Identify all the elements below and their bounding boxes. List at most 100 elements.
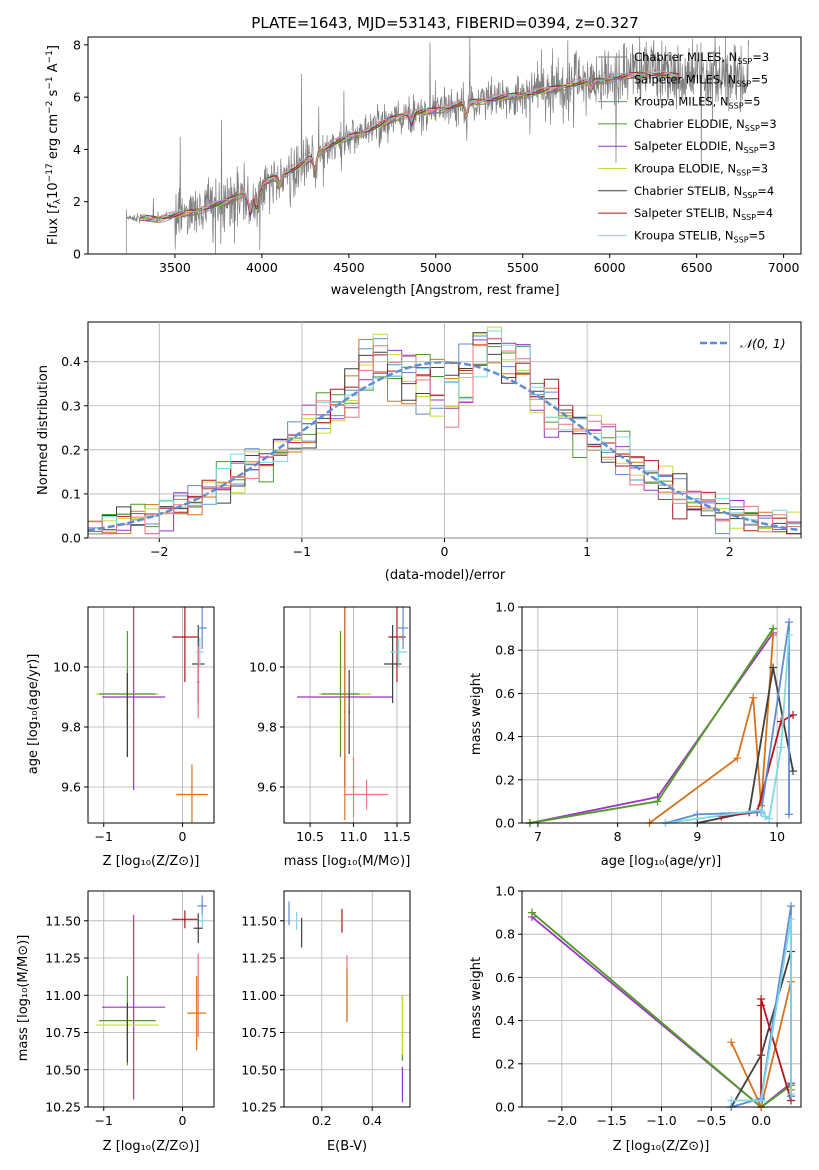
weight-series <box>648 635 774 824</box>
weight-marker <box>785 631 794 640</box>
legend-label: Kroupa ELODIE, NSSP=3 <box>634 162 768 178</box>
x-tick-label: 0 <box>179 1113 187 1128</box>
legend-label: Chabrier STELIB, NSSP=4 <box>634 184 774 200</box>
weight-marker <box>777 743 786 752</box>
errorbars <box>95 607 208 823</box>
legend-label-sub: SSP <box>729 102 744 111</box>
age-vs-mass-panel: 10.5 11.0 11.5 9.6 9.8 10.0 <box>249 606 411 844</box>
spectrum-panel: PLATE=1643, MJD=53143, FIBERID=0394, z=0… <box>45 14 802 298</box>
residual-ylabel: Normed distribution <box>36 365 51 495</box>
y-tick-label: 0 <box>73 247 81 262</box>
weight-marker <box>787 902 796 911</box>
legend-label: Chabrier ELODIE, NSSP=3 <box>634 117 777 133</box>
legend-label-base: Chabrier MILES, N <box>634 50 737 64</box>
y-tick-label: 0.0 <box>61 531 81 546</box>
legend-label-tail: =3 <box>760 117 777 131</box>
y-tick-label: 11.25 <box>241 951 277 966</box>
y-tick-label: 10.50 <box>241 1062 277 1077</box>
x-tick-label: 2 <box>726 544 734 559</box>
x-tick-label: 11.0 <box>340 829 368 844</box>
mass-z-xlabel: Z [log₁₀(Z/Z⊙)] <box>103 1139 200 1154</box>
ylabel-part: 10 <box>46 182 61 199</box>
ylabel-part: f <box>46 202 61 209</box>
y-tick-label: 2 <box>73 194 81 209</box>
weight-marker <box>787 1090 796 1099</box>
y-tick-label: 4 <box>73 142 81 157</box>
y-tick-label: 10.75 <box>45 1025 81 1040</box>
ylabel-part: −2 <box>45 101 55 114</box>
y-tick-label: 0.4 <box>61 354 81 369</box>
legend-label-sub: SSP <box>745 124 760 133</box>
legend-label-sub: SSP <box>741 213 756 222</box>
legend-label-base: Salpeter MILES, N <box>634 72 736 86</box>
mass-vs-metallicity-panel: −1 0 10.25 10.50 10.75 11.00 11.25 11.50 <box>45 890 215 1128</box>
residual-panel: −2 −1 0 1 2 0.0 0.1 0.2 0.3 0.4 (data-model)/erro… <box>36 321 802 583</box>
legend-label-tail: =4 <box>756 206 773 220</box>
x-tick-label: 0.2 <box>312 1113 332 1128</box>
weight-lines <box>525 618 798 827</box>
weight-marker <box>787 915 796 924</box>
weight-marker <box>757 806 766 815</box>
legend-label-sub: SSP <box>737 57 752 66</box>
y-tick-label: 0.3 <box>61 398 81 413</box>
weight-series <box>529 628 774 824</box>
x-tick-label: 7 <box>534 829 542 844</box>
x-tick-label: −0.5 <box>696 1113 726 1128</box>
legend-label-tail: =5 <box>749 228 766 242</box>
y-tick-label: 8 <box>73 37 81 52</box>
weight-vs-age-panel: 7 8 9 10 0.0 0.2 0.4 0.6 0.8 1.0 <box>495 600 802 844</box>
x-tick-label: 5500 <box>507 260 539 275</box>
weight-series <box>665 635 790 824</box>
weight-series <box>665 621 790 824</box>
y-tick-label: 0.6 <box>495 970 515 985</box>
axes-frame <box>283 606 411 824</box>
x-tick-label: −1 <box>95 829 113 844</box>
legend-label: Salpeter MILES, NSSP=5 <box>634 72 768 88</box>
legend-label: Kroupa MILES, NSSP=5 <box>634 95 760 111</box>
y-tick-label: 6 <box>73 90 81 105</box>
ylabel-part: Flux [ <box>46 209 61 245</box>
legend-label-tail: =5 <box>744 95 761 109</box>
y-tick-label: 1.0 <box>495 600 515 615</box>
model-spectrum <box>140 70 679 220</box>
weight-marker <box>785 810 794 819</box>
y-tick-label: 0.2 <box>495 772 515 787</box>
spectrum-ylabel: Flux [fλ10−17 erg cm−2 s−1 A−1] <box>45 45 63 245</box>
legend-label-sub: SSP <box>736 79 751 88</box>
weight-age-xlabel: age [log₁₀(age/yr)] <box>601 854 722 869</box>
y-tick-label: 0.0 <box>495 816 515 831</box>
x-tick-label: 7000 <box>768 260 800 275</box>
axes-frame <box>87 890 215 1108</box>
weight-marker <box>527 908 536 917</box>
x-tick-label: 4500 <box>333 260 365 275</box>
y-tick-label: 0.2 <box>61 442 81 457</box>
legend-label-tail: =3 <box>752 50 769 64</box>
weight-marker <box>765 814 774 823</box>
x-tick-label: −1 <box>95 1113 113 1128</box>
x-tick-label: 0 <box>179 829 187 844</box>
y-tick-label: 0.1 <box>61 486 81 501</box>
weight-series <box>721 714 794 818</box>
y-tick-label: 9.6 <box>61 780 81 795</box>
x-tick-label: 9 <box>693 829 701 844</box>
x-tick-label: −1.5 <box>596 1113 626 1128</box>
weight-marker <box>653 797 662 806</box>
legend-label-sub: SSP <box>736 169 751 178</box>
x-tick-label: 5000 <box>420 260 452 275</box>
spectrum-frame <box>87 36 802 255</box>
age-z-xlabel: Z [log₁₀(Z/Z⊙)] <box>103 854 200 869</box>
legend-label-sub: SSP <box>734 235 749 244</box>
axes-frame <box>87 606 215 824</box>
weight-marker <box>769 631 778 640</box>
x-tick-label: 6500 <box>681 260 713 275</box>
legend-label: Salpeter STELIB, NSSP=4 <box>634 206 773 222</box>
weight-marker <box>733 754 742 763</box>
ylabel-part: λ <box>53 198 63 204</box>
legend-label-base: Kroupa STELIB, N <box>634 228 734 242</box>
age-vs-metallicity-panel: −1 0 9.6 9.8 10.0 <box>53 606 215 844</box>
weight-age-ylabel: mass weight <box>469 673 484 755</box>
legend-label: Salpeter ELODIE, NSSP=3 <box>634 139 776 155</box>
model-spectrum <box>140 69 679 219</box>
